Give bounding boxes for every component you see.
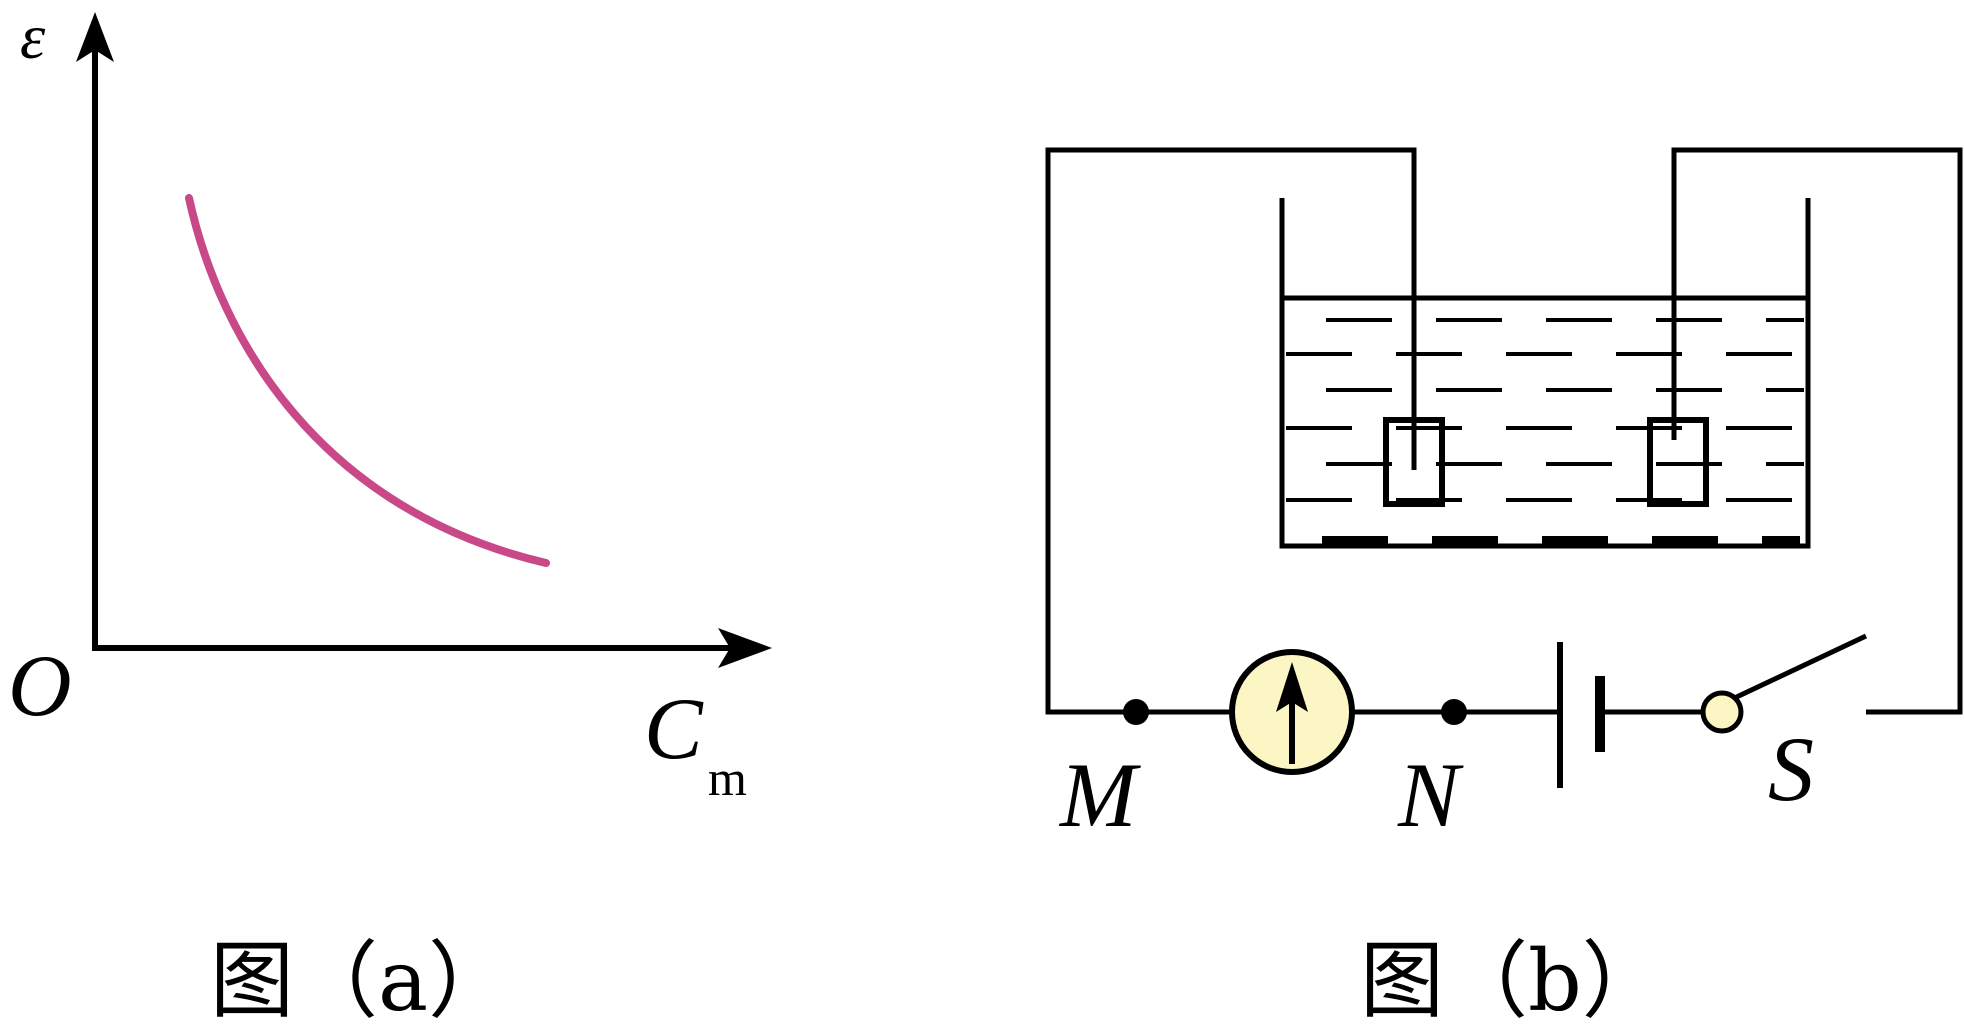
node-m-dot — [1123, 699, 1149, 725]
left-outer-wire — [1045, 147, 1417, 715]
origin-label: O — [8, 638, 72, 735]
figure-a-caption: 图（a） — [210, 932, 512, 1030]
node-n-label: N — [1397, 744, 1464, 846]
epsilon-curve — [185, 194, 550, 567]
ammeter-arrow-icon — [1276, 662, 1308, 712]
figure-b-caption: 图（b） — [1360, 932, 1666, 1030]
x-axis-arrowhead — [718, 628, 772, 668]
switch-label: S — [1768, 718, 1814, 820]
liquid-dashes — [1286, 318, 1804, 544]
right-outer-wire — [1671, 147, 1963, 715]
node-n-dot — [1441, 699, 1467, 725]
figure-b — [1045, 147, 1963, 715]
switch-contact — [1700, 690, 1744, 734]
figure-a: ε O C m 图（a） — [8, 1, 772, 1030]
switch-lever — [1724, 633, 1868, 705]
y-axis-arrowhead — [76, 12, 114, 62]
y-axis-label: ε — [20, 1, 46, 72]
figure-b-components — [1123, 633, 1868, 788]
node-m-label: M — [1058, 744, 1141, 846]
beaker — [1279, 198, 1811, 549]
x-axis-label-subscript: m — [708, 750, 747, 806]
x-axis-label: C — [644, 681, 704, 778]
